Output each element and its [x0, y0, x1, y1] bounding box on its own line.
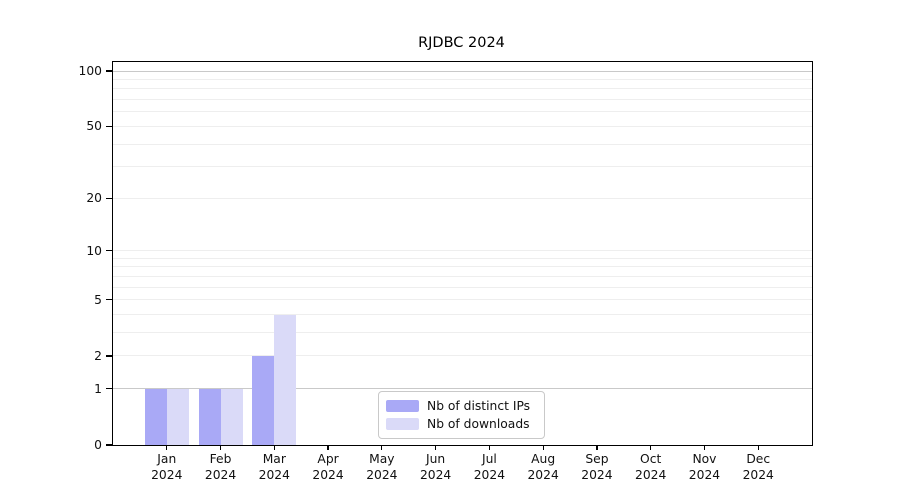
y-tick [106, 70, 113, 72]
legend-label: Nb of distinct IPs [427, 399, 531, 413]
y-tick [106, 250, 113, 252]
gridline [113, 314, 812, 316]
gridline [113, 355, 812, 357]
x-tick-label-line: Mar [262, 452, 286, 466]
y-tick [106, 299, 113, 301]
x-tick-label-line: 2024 [635, 467, 667, 482]
x-tick-label: Jun 2024 [409, 452, 463, 483]
y-tick-label: 100 [78, 63, 102, 78]
gridline [113, 197, 812, 199]
x-tick-label-line: 2024 [742, 467, 774, 482]
x-tick [273, 445, 275, 450]
legend-item-downloads: Nb of downloads [386, 415, 536, 433]
x-tick-label-line: 2024 [688, 467, 721, 482]
x-tick-label: Feb 2024 [194, 452, 248, 483]
x-tick-label: Oct 2024 [624, 452, 678, 483]
x-tick-label: Aug 2024 [516, 452, 570, 483]
bar-downloads [166, 388, 189, 445]
y-tick-label: 1 [94, 381, 102, 396]
x-tick-label: Nov 2024 [677, 452, 731, 483]
x-tick-label-line: Nov [692, 452, 717, 466]
x-tick [596, 445, 598, 450]
gridline [113, 88, 812, 90]
gridline [113, 275, 812, 277]
gridline [113, 70, 812, 72]
x-tick-label-line: 2024 [581, 467, 613, 482]
y-tick-label: 10 [86, 243, 102, 258]
x-tick-label-line: 2024 [527, 467, 559, 482]
x-tick-label-line: May [369, 452, 395, 466]
bar-distinct-ips [198, 388, 221, 445]
x-tick-label-line: Jan [157, 452, 177, 466]
legend-item-distinct-ips: Nb of distinct IPs [386, 397, 536, 415]
bar-downloads [220, 388, 243, 445]
y-tick [106, 197, 113, 199]
x-tick-label-line: Aug [531, 452, 556, 466]
x-tick-label-line: 2024 [204, 467, 237, 482]
legend-swatch-downloads [386, 418, 419, 430]
plot-area: 0 1 2 5 10 20 50 100 Jan 2024 Feb 2024 Mar 2024 Apr 202… [79, 61, 813, 482]
x-tick-label: May 2024 [355, 452, 409, 483]
x-tick [757, 445, 759, 450]
x-tick-label-line: 2024 [151, 467, 183, 482]
x-tick-label-line: 2024 [312, 467, 344, 482]
gridline [113, 388, 812, 390]
x-tick [488, 445, 491, 450]
x-tick-label-line: Jul [481, 452, 497, 466]
x-tick [166, 445, 168, 450]
x-tick [434, 445, 437, 450]
x-tick-label-line: 2024 [473, 467, 506, 482]
y-tick-label: 50 [86, 119, 102, 134]
gridline [113, 286, 812, 288]
gridline [113, 125, 812, 127]
x-tick-label: Jul 2024 [462, 452, 516, 483]
x-tick [219, 445, 222, 450]
chart-title: RJDBC 2024 [418, 35, 505, 51]
x-tick-label-line: Jun [426, 452, 446, 466]
legend-label: Nb of downloads [427, 417, 530, 431]
x-tick-label-line: Feb [209, 452, 232, 466]
gridline [113, 111, 812, 113]
gridline [113, 257, 812, 259]
x-tick-label-line: 2024 [419, 467, 452, 482]
y-tick-label: 20 [86, 191, 102, 206]
gridline [113, 78, 812, 80]
y-tick-label: 2 [94, 348, 102, 363]
gridline [113, 266, 812, 268]
x-tick-label-line: 2024 [258, 467, 290, 482]
x-tick-label-line: 2024 [366, 467, 398, 482]
x-tick [650, 445, 652, 450]
x-tick-label: Dec 2024 [731, 452, 785, 483]
gridline [113, 166, 812, 168]
bar-distinct-ips [252, 355, 275, 445]
x-tick [381, 445, 383, 450]
legend-swatch-distinct-ips [386, 400, 419, 412]
legend: Nb of distinct IPs Nb of downloads [378, 391, 545, 439]
bar-distinct-ips [144, 388, 167, 445]
gridline [113, 99, 812, 101]
x-tick-label-line: Sep [585, 452, 609, 466]
y-tick [106, 355, 113, 357]
x-tick-label-line: Apr [317, 452, 339, 466]
y-tick [106, 444, 113, 446]
y-tick-label: 0 [94, 438, 102, 452]
x-tick-label: Jan 2024 [140, 452, 194, 483]
x-tick-label-line: Oct [640, 452, 662, 466]
x-tick [327, 445, 329, 450]
y-tick-label: 5 [94, 292, 102, 307]
y-tick [106, 388, 113, 390]
y-tick [106, 125, 113, 127]
x-tick [542, 445, 544, 450]
gridline [113, 332, 812, 334]
x-tick-label-line: Dec [746, 452, 771, 466]
x-tick [703, 445, 706, 450]
x-tick-label: Mar 2024 [247, 452, 301, 483]
gridline [113, 250, 812, 252]
x-tick-label: Sep 2024 [570, 452, 624, 483]
bar-downloads [274, 314, 297, 445]
gridline [113, 299, 812, 301]
x-tick-label: Apr 2024 [301, 452, 355, 483]
gridline [113, 143, 812, 145]
